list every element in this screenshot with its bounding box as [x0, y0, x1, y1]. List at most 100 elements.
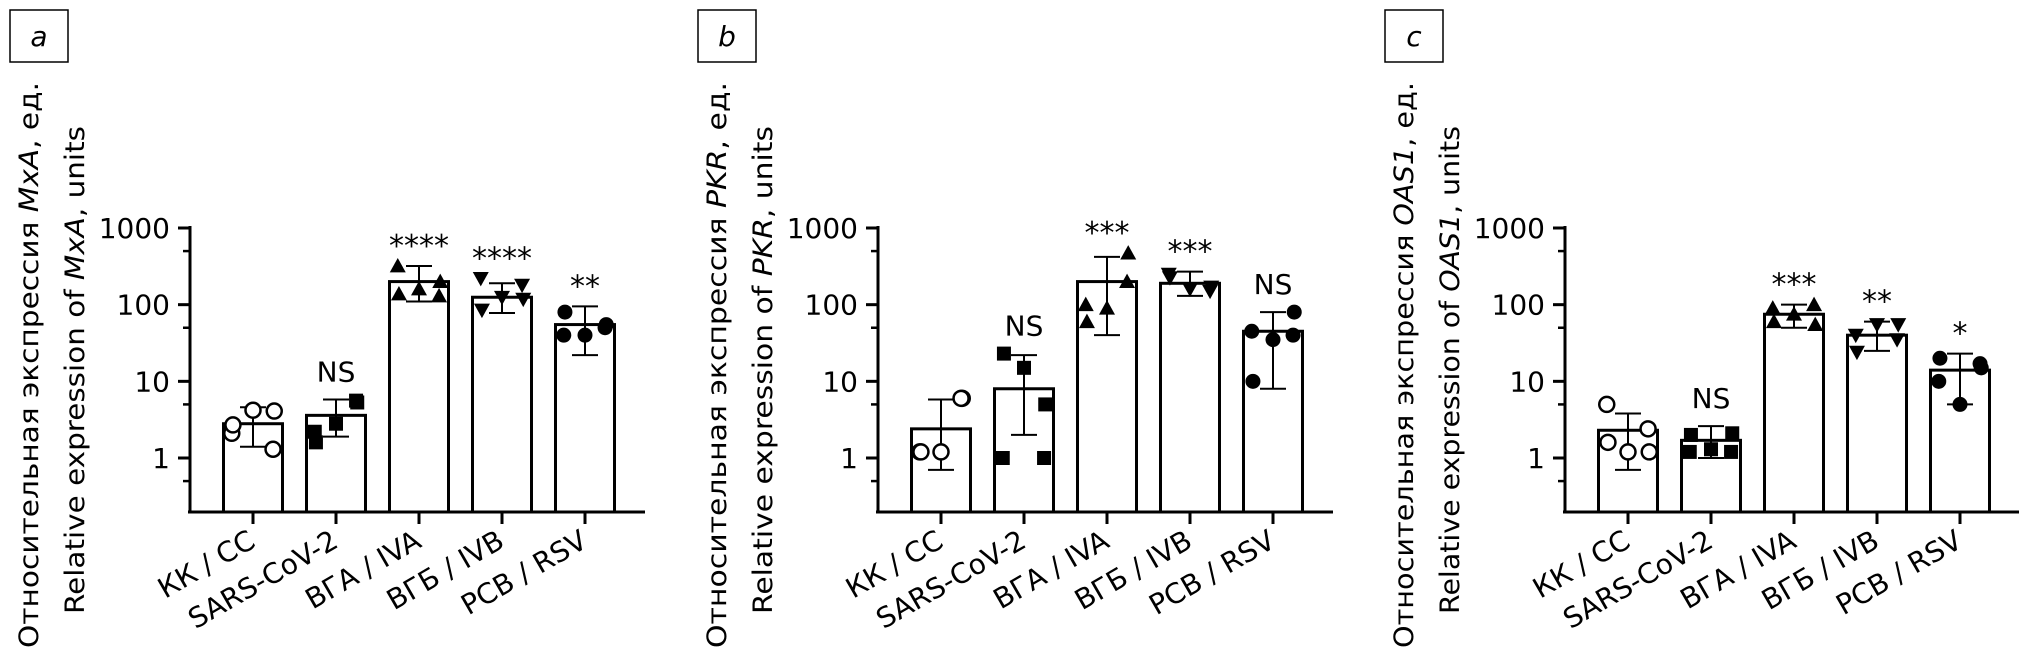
y-axis-label-en-gene: MxA — [60, 217, 91, 280]
bar — [471, 295, 533, 514]
data-point — [1807, 316, 1824, 331]
bar — [388, 280, 450, 514]
data-point — [1078, 313, 1095, 329]
data-point — [1285, 327, 1301, 343]
data-point — [264, 440, 282, 459]
data-point — [912, 443, 930, 461]
y-axis-label-ru-gene: OAS1 — [1389, 147, 1420, 226]
data-point — [494, 290, 510, 306]
data-point — [1682, 444, 1697, 459]
panel-label: b — [718, 20, 736, 53]
data-point — [1202, 284, 1219, 300]
panel-label: c — [1406, 20, 1422, 53]
y-axis-label-en-prefix: Relative expression of — [748, 276, 779, 614]
data-point — [1889, 333, 1906, 348]
y-tick-label: 100 — [805, 289, 858, 322]
data-point — [952, 389, 970, 408]
bar — [1846, 333, 1908, 514]
data-point — [556, 327, 572, 343]
data-point — [1765, 313, 1782, 329]
significance-label: NS — [1692, 382, 1731, 415]
y-axis-label-en-prefix: Relative expression of — [60, 280, 91, 614]
y-axis-label-en-suffix: , units — [1435, 126, 1466, 214]
significance-label: *** — [1772, 268, 1817, 303]
data-point — [244, 401, 262, 419]
data-point — [1244, 323, 1260, 339]
data-point — [1619, 443, 1637, 461]
data-point — [1847, 328, 1864, 344]
data-point — [1161, 271, 1178, 286]
data-point — [329, 416, 343, 431]
data-point — [1806, 296, 1823, 312]
data-point — [411, 281, 427, 296]
data-point — [1119, 273, 1136, 288]
y-axis-label-ru-gene: PKR — [702, 150, 733, 208]
y-axis-label-en: Relative expression of MxA, units — [60, 126, 91, 614]
data-point — [577, 327, 593, 343]
data-point — [307, 424, 322, 439]
data-point — [1869, 318, 1885, 333]
data-point — [1037, 451, 1052, 465]
data-point — [1077, 296, 1094, 312]
y-axis-label-ru-gene: MxA — [14, 149, 45, 212]
data-point — [995, 451, 1010, 465]
data-point — [390, 285, 407, 301]
data-point — [557, 304, 573, 320]
data-point — [1640, 443, 1658, 461]
data-point — [1932, 350, 1948, 366]
data-point — [432, 273, 449, 288]
y-tick-label: 1 — [1527, 442, 1545, 475]
data-point — [473, 303, 490, 319]
data-point — [515, 292, 532, 308]
significance-label: NS — [1005, 310, 1044, 343]
y-axis-label-ru: Относительная экспрессия OAS1, ед. — [1389, 82, 1420, 648]
y-axis-label-en-suffix: , units — [60, 126, 91, 217]
y-axis-label-ru-prefix: Относительная экспрессия — [1389, 226, 1420, 648]
significance-label: **** — [389, 229, 449, 264]
panel-label-box — [1384, 9, 1444, 63]
data-point — [514, 278, 531, 294]
y-axis-label-ru: Относительная экспрессия PKR, ед. — [702, 82, 733, 648]
panel-label-box — [697, 9, 757, 63]
y-axis-label-ru-suffix: , ед. — [702, 82, 733, 150]
data-point — [1017, 360, 1031, 375]
y-tick-label: 1 — [840, 442, 858, 475]
y-axis-label-ru-suffix: , ед. — [14, 82, 45, 149]
data-point — [1931, 373, 1947, 389]
data-point — [224, 416, 242, 434]
panel-label: a — [30, 20, 47, 53]
data-point — [1599, 433, 1617, 452]
data-point — [1038, 397, 1053, 412]
significance-label: * — [1953, 317, 1968, 352]
significance-label: **** — [472, 241, 532, 276]
data-point — [1704, 442, 1718, 457]
data-point — [597, 320, 613, 336]
significance-label: ** — [570, 269, 600, 304]
panel-label-box — [9, 9, 69, 63]
data-point — [1639, 420, 1657, 438]
y-tick-label: 100 — [1492, 289, 1545, 322]
y-axis-label-ru-suffix: , ед. — [1389, 82, 1420, 147]
data-point — [1245, 373, 1261, 389]
y-axis-label-en-gene: PKR — [748, 218, 779, 276]
y-axis-label-ru-prefix: Относительная экспрессия — [14, 212, 45, 648]
y-axis-label-en-gene: OAS1 — [1435, 214, 1466, 292]
data-point — [349, 393, 364, 408]
y-tick-label: 10 — [134, 365, 170, 398]
y-axis-label-ru-prefix: Относительная экспрессия — [702, 208, 733, 648]
data-point — [1683, 427, 1698, 442]
data-point — [1099, 300, 1115, 315]
y-tick-label: 1000 — [99, 212, 170, 245]
data-point — [1972, 356, 1988, 372]
data-point — [1265, 332, 1281, 348]
y-tick-label: 1000 — [1474, 212, 1545, 245]
data-point — [1952, 396, 1968, 412]
y-axis-label-ru: Относительная экспрессия MxA, ед. — [14, 82, 45, 648]
data-point — [308, 435, 323, 450]
data-point — [1890, 318, 1907, 333]
y-axis-label-en-suffix: , units — [748, 126, 779, 218]
data-point — [472, 272, 489, 287]
